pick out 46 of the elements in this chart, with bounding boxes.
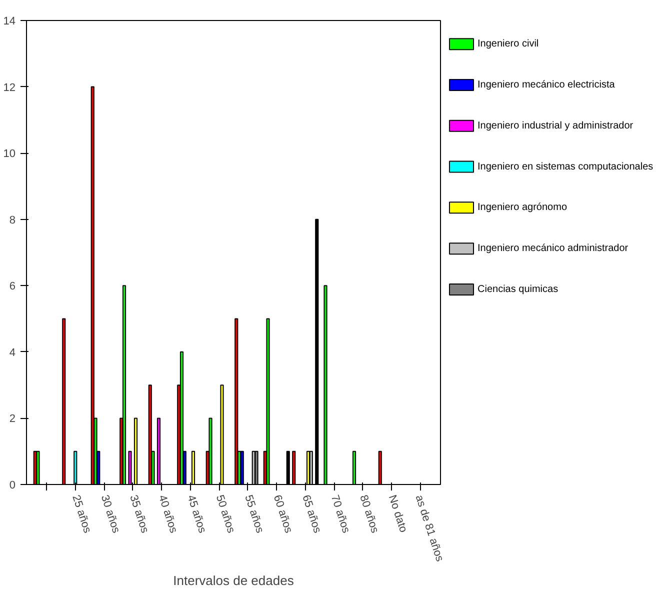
x-axis-title: Intervalos de edades (173, 572, 294, 588)
y-tick-label: 8 (9, 214, 16, 226)
bar (180, 351, 184, 484)
legend-label: Ingeniero en sistemas computacionales (478, 161, 654, 172)
legend-label: Ciencias quimicas (478, 284, 558, 295)
x-tick-label: 60 años (270, 494, 295, 536)
x-tick-label: as de 81 años (412, 494, 446, 564)
x-tick-label: 25 años (70, 494, 94, 536)
x-tick-label: 45 años (184, 494, 208, 536)
y-tick-label: 2 (9, 413, 16, 426)
x-tick-label: 70 años (328, 494, 352, 536)
x-tick-label: 35 años (127, 494, 151, 536)
bar (36, 450, 40, 484)
bar (122, 285, 126, 484)
x-tick-label: 50 años (213, 494, 238, 536)
x-tick-label: 30 años (98, 494, 122, 536)
bar (234, 318, 238, 484)
x-tick-label: 55 años (242, 494, 266, 536)
y-tick-label: 12 (3, 82, 16, 94)
y-tick-label: 4 (9, 346, 16, 359)
bar (292, 450, 296, 484)
bar (324, 285, 328, 484)
y-tick-label: 0 (9, 480, 16, 492)
x-tick-label: 40 años (156, 494, 180, 536)
x-tick-label: No dato (386, 494, 410, 534)
x-tick-label: 65 años (300, 494, 324, 536)
bar (309, 450, 313, 484)
bar (62, 318, 66, 484)
bar (352, 450, 356, 484)
y-tick-label: 6 (9, 280, 16, 293)
legend-label: Ingeniero mecánico administrador (478, 243, 629, 254)
bar (90, 86, 94, 484)
y-tick-label: 10 (3, 148, 16, 160)
legend-label: Ingeniero industrial y administrador (478, 120, 634, 132)
legend-label: Ingeniero mecánico electricista (478, 79, 616, 90)
bar (315, 218, 319, 484)
x-tick-label: 80 años (357, 494, 381, 536)
y-tick-label: 14 (3, 16, 16, 28)
bar (208, 418, 212, 484)
bar (254, 450, 258, 484)
legend-label: Ingeniero agrónomo (478, 202, 568, 214)
legend-label: Ingeniero civil (478, 38, 539, 50)
bar (378, 450, 382, 484)
bar (266, 318, 270, 484)
bar (286, 450, 290, 484)
bar (240, 450, 244, 484)
